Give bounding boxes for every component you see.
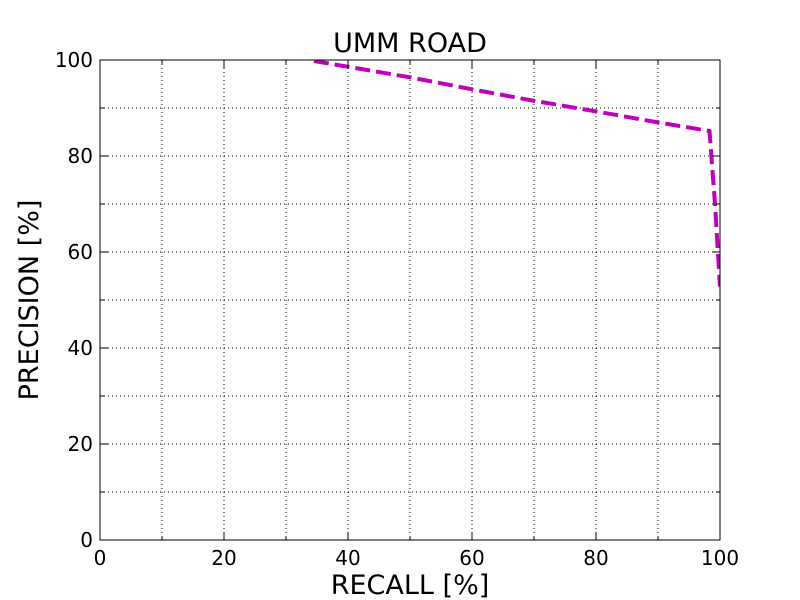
y-tick-label: 40: [68, 336, 93, 360]
tick-labels: 0 20 40 60 80 100 0 20 40 60 80 100: [55, 48, 739, 570]
ticks: [99, 59, 721, 541]
x-tick-label: 100: [701, 546, 739, 570]
y-tick-label: 20: [68, 432, 93, 456]
x-tick-label: 60: [459, 546, 484, 570]
y-tick-label: 100: [55, 48, 93, 72]
x-tick-label: 20: [211, 546, 236, 570]
y-tick-label: 0: [80, 528, 93, 552]
y-tick-label: 60: [68, 240, 93, 264]
x-tick-label: 40: [335, 546, 360, 570]
x-tick-label: 0: [94, 546, 107, 570]
grid: [100, 60, 720, 540]
y-tick-label: 80: [68, 144, 93, 168]
x-axis-label: RECALL [%]: [331, 570, 490, 600]
series-layer: [313, 60, 720, 287]
chart-title: UMM ROAD: [333, 28, 487, 59]
pr-curve-line: [313, 60, 720, 287]
y-axis-label: PRECISION [%]: [14, 200, 45, 401]
x-tick-label: 80: [583, 546, 608, 570]
